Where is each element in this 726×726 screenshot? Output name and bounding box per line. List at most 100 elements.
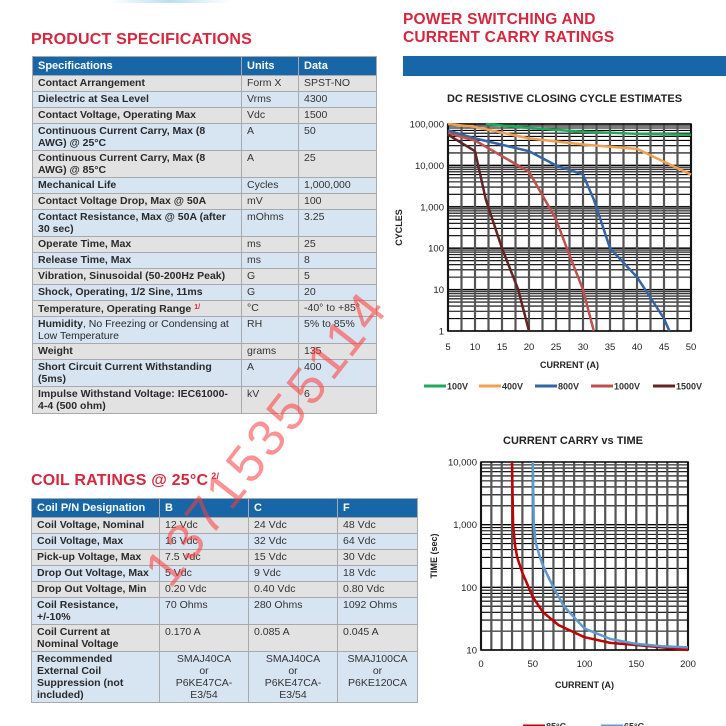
chart-legend: 100V 400V 800V 1000V 1500V [424, 382, 702, 392]
spec-data: 25 [298, 236, 377, 253]
coil-value-b: 12 Vdc [159, 517, 249, 534]
series-line-3 [447, 131, 596, 332]
table-row: Mechanical Life Cycles 1,000,000 [32, 177, 377, 194]
coil-value-b: 0.20 Vdc [159, 581, 249, 598]
coil-value-c: 280 Ohms [248, 597, 338, 625]
spec-label: Contact Arrangement [32, 75, 242, 92]
table-row: Weight grams 135 [32, 343, 377, 360]
spec-data: 100 [298, 193, 377, 210]
spec-units: G [241, 284, 299, 301]
coil-value-f: SMAJ100CA or P6KE120CA [337, 651, 418, 703]
spec-label: Weight [32, 343, 242, 360]
coil-value-c: 0.40 Vdc [248, 581, 338, 598]
coil-value-f: 0.80 Vdc [337, 581, 418, 598]
spec-label: Operate Time, Max [32, 236, 242, 253]
coil-label: Drop Out Voltage, Min [31, 581, 160, 598]
table-row: Release Time, Max ms 8 [32, 252, 377, 269]
table-row: Contact Arrangement Form X SPST-NO [32, 75, 377, 92]
table-row: Continuous Current Carry, Max (8 AWG) @ … [32, 150, 377, 178]
table-row: Recommended External Coil Suppression (n… [31, 651, 418, 703]
svg-text:40: 40 [632, 342, 643, 353]
header-b: B [159, 498, 249, 518]
svg-text:50: 50 [686, 342, 697, 353]
spec-units: A [241, 123, 299, 151]
svg-text:25: 25 [551, 342, 562, 353]
spec-data: 1,000,000 [298, 177, 377, 194]
spec-label: Contact Voltage, Operating Max [32, 107, 242, 124]
power-switching-title: POWER SWITCHING AND CURRENT CARRY RATING… [403, 11, 615, 46]
spec-units: mOhms [241, 209, 299, 237]
coil-value-f: 0.045 A [337, 624, 418, 652]
spec-units: Vdc [241, 107, 299, 124]
table-row: Impulse Withstand Voltage: IEC61000-4-4 … [32, 386, 377, 414]
table-row: Drop Out Voltage, Min 0.20 Vdc 0.40 Vdc 0.8… [31, 581, 418, 598]
coil-value-c: SMAJ40CA or P6KE47CA-E3/54 [248, 651, 338, 703]
svg-text:10: 10 [433, 285, 444, 296]
spec-label: Temperature, Operating Range 1/ [32, 300, 242, 317]
table-row: Contact Voltage, Operating Max Vdc 1500 [32, 107, 377, 124]
spec-data: 5 [298, 268, 377, 285]
table-row: Contact Resistance, Max @ 50A (after 30 … [32, 209, 377, 237]
spec-data: 6 [298, 386, 377, 414]
svg-text:100: 100 [577, 659, 593, 670]
spec-units: ms [241, 252, 299, 269]
spec-data: 20 [298, 284, 377, 301]
header-units: Units [241, 56, 299, 76]
spec-data: 8 [298, 252, 377, 269]
header-c: C [248, 498, 338, 518]
coil-value-f: 18 Vdc [337, 565, 418, 582]
coil-value-c: 0.085 A [248, 624, 338, 652]
spec-units: grams [241, 343, 299, 360]
y-axis-label: CYCLES [395, 209, 404, 246]
spec-data: 25 [298, 150, 377, 178]
chart-legend: 85°C 65°C [523, 722, 645, 726]
svg-text:10,000: 10,000 [448, 458, 477, 469]
top-decoration [110, 0, 230, 3]
svg-text:150: 150 [628, 659, 644, 670]
svg-text:200: 200 [680, 659, 696, 670]
svg-text:5: 5 [445, 342, 450, 353]
section-header-bar [403, 56, 726, 76]
coil-label: Recommended External Coil Suppression (n… [31, 651, 160, 703]
coil-value-b: 0.170 A [159, 624, 249, 652]
table-row: Shock, Operating, 1/2 Sine, 11ms G 20 [32, 284, 377, 301]
coil-label: Coil Voltage, Max [31, 533, 160, 550]
coil-ratings-title: COIL RATINGS @ 25°C 2/ [31, 471, 220, 489]
coil-value-b: 16 Vdc [159, 533, 249, 550]
spec-units: °C [241, 300, 299, 317]
coil-value-c: 15 Vdc [248, 549, 338, 566]
table-row: Dielectric at Sea Level Vrms 4300 [32, 91, 377, 108]
coil-ratings-table: Coil P/N Designation B C F Coil Voltage,… [31, 498, 418, 703]
coil-value-c: 24 Vdc [248, 517, 338, 534]
legend-label: 65°C [624, 722, 645, 726]
product-specifications-table: Specifications Units Data Contact Arrang… [32, 56, 377, 414]
x-axis-label: CURRENT (A) [540, 360, 599, 370]
spec-data: 1500 [298, 107, 377, 124]
svg-text:0: 0 [478, 659, 483, 670]
spec-data: 5% to 85% [298, 316, 377, 344]
svg-text:15: 15 [497, 342, 508, 353]
legend-label: 1500V [676, 382, 702, 392]
svg-text:30: 30 [578, 342, 589, 353]
svg-text:10,000: 10,000 [415, 161, 444, 172]
table-row: Drop Out Voltage, Max 5 Vdc 9 Vdc 18 Vdc [31, 565, 418, 582]
table-row: Coil Resistance, +/-10% 70 Ohms 280 Ohms 10… [31, 597, 418, 625]
table-row: Vibration, Sinusoidal (50-200Hz Peak) G 5 [32, 268, 377, 285]
cycle-chart-title: DC RESISTIVE CLOSING CYCLE ESTIMATES [446, 93, 683, 105]
coil-label: Coil Current at Nominal Voltage [31, 624, 160, 652]
table-row: Coil Voltage, Nominal 12 Vdc 24 Vdc 48 Vdc [31, 517, 418, 534]
spec-label: Short Circuit Current Withstanding (5ms) [32, 359, 242, 387]
spec-data: 135 [298, 343, 377, 360]
table-row: Continuous Current Carry, Max (8 AWG) @ … [32, 123, 377, 151]
table-row: Coil Voltage, Max 16 Vdc 32 Vdc 64 Vdc [31, 533, 418, 550]
table-row: Pick-up Voltage, Max 7.5 Vdc 15 Vdc 30 Vdc [31, 549, 418, 566]
spec-label: Humidity, No Freezing or Condensing at L… [32, 316, 242, 344]
series-line-2 [447, 129, 671, 332]
spec-data: 400 [298, 359, 377, 387]
svg-text:100,000: 100,000 [410, 120, 444, 131]
svg-text:10: 10 [470, 342, 481, 353]
table-row: Short Circuit Current Withstanding (5ms)… [32, 359, 377, 387]
spec-data: SPST-NO [298, 75, 377, 92]
coil-label: Coil Voltage, Nominal [31, 517, 160, 534]
legend-label: 100V [447, 382, 468, 392]
